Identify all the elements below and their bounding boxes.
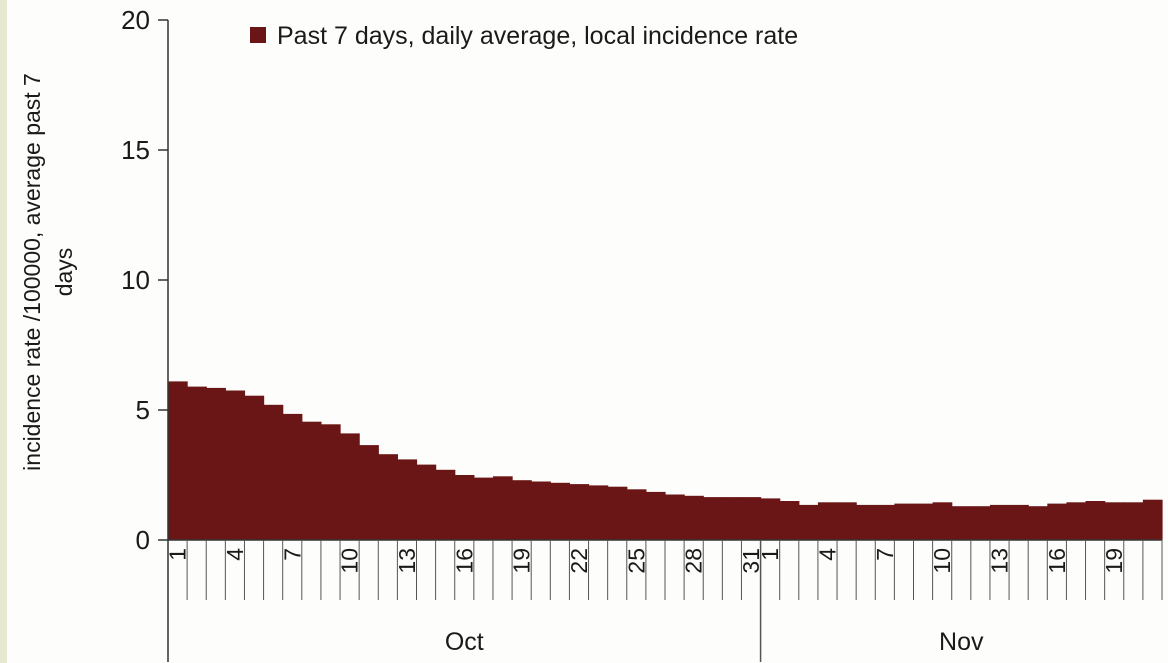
y-axis-label-line-2: days (51, 248, 77, 297)
area-bar (817, 502, 838, 540)
y-tick-label: 15 (121, 135, 150, 165)
y-tick-label: 0 (136, 525, 150, 555)
area-bar (760, 498, 781, 540)
x-day-label: 1 (757, 548, 783, 561)
x-day-label: 10 (929, 548, 955, 574)
area-bar (359, 445, 379, 540)
month-label: Oct (445, 628, 484, 656)
area-bar (588, 485, 609, 540)
area-bar (1085, 501, 1106, 540)
area-bar (168, 381, 188, 540)
y-tick-label: 10 (121, 265, 150, 295)
area-bar (1047, 503, 1068, 540)
area-bar (665, 494, 685, 540)
area-bar (779, 501, 800, 540)
area-bar (244, 395, 265, 540)
area-bar (894, 503, 915, 540)
left-border-strip (0, 0, 7, 663)
area-bar (970, 506, 991, 540)
x-day-label: 28 (681, 548, 707, 574)
area-bar (741, 497, 762, 540)
area-bar (454, 475, 475, 540)
area-bar (378, 454, 398, 540)
legend-label: Past 7 days, daily average, local incide… (277, 22, 798, 50)
area-bar (703, 497, 723, 540)
x-day-label: 7 (279, 548, 305, 561)
area-bar (1104, 502, 1125, 540)
area-bar (798, 504, 819, 540)
area-bar (626, 489, 647, 540)
area-bar (932, 502, 953, 540)
area-bar (473, 477, 494, 540)
y-axis-tick-group: 0 5 10 15 20 (121, 5, 168, 555)
area-bar (206, 387, 226, 540)
area-bar (1123, 502, 1144, 540)
area-bar (492, 476, 513, 540)
area-bar (913, 503, 934, 540)
area-bar (531, 481, 551, 540)
x-day-label: 10 (337, 548, 363, 574)
area-bar (435, 469, 456, 540)
area-bar (875, 504, 895, 540)
month-label: Nov (939, 628, 984, 656)
x-day-label: 19 (1101, 548, 1127, 574)
x-day-label: 25 (623, 548, 649, 574)
x-day-label: 31 (738, 548, 764, 574)
area-bar (397, 459, 418, 540)
area-bar (607, 486, 628, 540)
x-day-label: 22 (566, 548, 592, 574)
x-day-label: 13 (394, 548, 420, 574)
area-bar (1009, 504, 1029, 540)
area-bar (989, 504, 1010, 540)
x-day-label: 16 (451, 548, 477, 574)
area-bar (1142, 499, 1163, 540)
y-tick-label: 5 (136, 395, 150, 425)
x-day-label: 1 (165, 548, 191, 561)
area-bar (263, 404, 284, 540)
area-bar (856, 504, 876, 540)
area-bar (1028, 506, 1048, 540)
area-bar (187, 386, 207, 540)
area-bar (951, 506, 972, 540)
area-bar (320, 424, 341, 540)
area-bar (645, 491, 666, 540)
area-bar (512, 480, 532, 540)
legend-swatch (250, 27, 266, 43)
x-day-label: 4 (814, 548, 840, 561)
x-day-label: 16 (1044, 548, 1070, 574)
x-day-label: 13 (987, 548, 1013, 574)
area-bar (837, 502, 857, 540)
area-bar (301, 421, 322, 540)
y-tick-label: 20 (121, 5, 150, 35)
y-axis-label-line-1: incidence rate /100000, average past 7 (19, 73, 45, 471)
area-bar (1066, 502, 1087, 540)
x-day-label: 7 (872, 548, 898, 561)
area-bar (225, 390, 246, 540)
area-bar (340, 433, 360, 540)
data-area-group (168, 381, 1163, 540)
area-bar (416, 464, 437, 540)
area-bar (722, 497, 743, 540)
area-bar (569, 484, 590, 540)
area-bar (282, 413, 303, 540)
x-day-label: 19 (509, 548, 535, 574)
area-bar (550, 482, 571, 540)
area-bar (684, 495, 704, 540)
x-day-label: 4 (222, 548, 248, 561)
